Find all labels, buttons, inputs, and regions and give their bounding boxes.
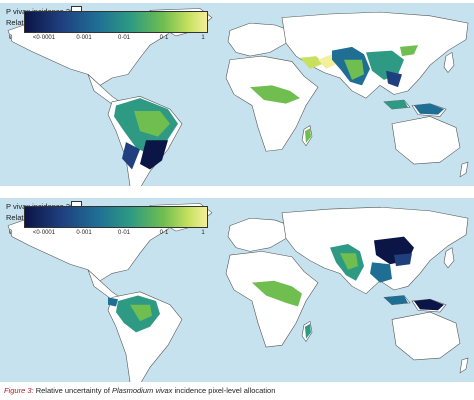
legend-tick: 0·001: [76, 35, 92, 41]
caption-text-after: incidence pixel-level allocation: [172, 386, 276, 395]
incidence-uncertainty-overlay: [108, 236, 444, 339]
figure-label: Figure 3:: [4, 386, 34, 395]
world-map-2005: [7, 7, 469, 186]
legend-tick: <0·0001: [32, 230, 56, 236]
map-panel-2017: P vivax incidence 2017 Relative uncertai…: [0, 198, 474, 382]
incidence-uncertainty-overlay: [114, 45, 444, 170]
legend-tick: 0·01: [117, 230, 131, 236]
map-panel-2005: P vivax incidence 2005 Relative uncertai…: [0, 3, 474, 186]
caption-text-before: Relative uncertainty of: [33, 386, 112, 395]
legend-tick: 1: [201, 35, 205, 41]
legend-zero-label: 0: [9, 230, 13, 236]
caption-species: Plasmodium vivax: [111, 386, 173, 395]
legend-tick: 0·1: [159, 230, 169, 236]
legend: P vivax incidence 2017 Relative uncertai…: [6, 201, 211, 242]
legend: P vivax incidence 2005 Relative uncertai…: [6, 6, 211, 47]
figure-caption: Figure 3: Relative uncertainty of Plasmo…: [4, 386, 275, 395]
legend-tick: <0·0001: [32, 35, 56, 41]
legend-tick: 0·001: [76, 230, 92, 236]
legend-tick: 1: [201, 230, 205, 236]
legend-zero-label: 0: [9, 35, 13, 41]
world-map-2017: [7, 203, 469, 382]
legend-tick: 0·1: [159, 35, 169, 41]
legend-color-ramp: [24, 206, 208, 228]
legend-color-ramp: [24, 11, 208, 33]
legend-tick: 0·01: [117, 35, 131, 41]
